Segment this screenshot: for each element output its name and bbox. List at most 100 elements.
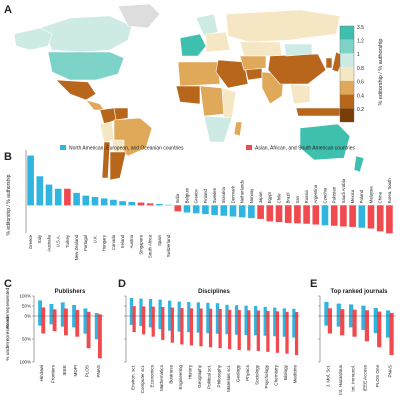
bar-under bbox=[327, 316, 332, 334]
bar-under bbox=[180, 316, 184, 345]
category-label: Physics bbox=[245, 364, 250, 381]
tick-label-b: Australia bbox=[46, 234, 51, 251]
bar-under-blue bbox=[282, 316, 286, 337]
tick-label-b: Malaysia bbox=[368, 186, 373, 204]
map-region-eastern-europe bbox=[205, 31, 231, 53]
bar-b-10 bbox=[119, 201, 126, 206]
panel-label-c: C bbox=[4, 278, 12, 290]
bar-over bbox=[263, 306, 267, 316]
bar-under-blue bbox=[273, 316, 277, 337]
colorbar-segment bbox=[340, 26, 354, 40]
map-region-venezuela bbox=[113, 107, 129, 121]
ylabel-under: % underrepresented bbox=[5, 317, 11, 361]
bar-over-red bbox=[151, 306, 155, 316]
bar-over-red bbox=[266, 310, 270, 316]
bar-under bbox=[41, 316, 46, 334]
bar-b-0 bbox=[27, 155, 34, 206]
bar-over-red bbox=[208, 308, 213, 316]
tick-label-b: Ireland bbox=[120, 234, 125, 248]
bar-under-blue bbox=[349, 316, 354, 328]
category-label: Frontiers bbox=[51, 364, 56, 383]
bar-b-16 bbox=[174, 205, 182, 212]
category-label: Materials sci. bbox=[226, 365, 231, 392]
tick-label-b: Russia bbox=[304, 190, 309, 204]
bar-under-blue bbox=[234, 316, 239, 335]
bar-b-33 bbox=[330, 205, 338, 226]
category-label: MDPI bbox=[73, 365, 78, 376]
bar-b-12 bbox=[137, 202, 145, 206]
colorbar-tick-label: 0.8 bbox=[357, 66, 364, 72]
bar-under-blue bbox=[139, 316, 143, 327]
bar-under bbox=[161, 316, 165, 340]
bar-over-red bbox=[352, 309, 357, 316]
bar-b-20 bbox=[211, 205, 218, 215]
bar-b-9 bbox=[110, 199, 117, 206]
category-label: Business bbox=[169, 364, 174, 383]
bar-b-7 bbox=[91, 197, 99, 206]
category-label: Mathematics bbox=[159, 364, 164, 391]
bar-b-25 bbox=[257, 205, 264, 219]
category-label: Political sci. bbox=[207, 365, 212, 389]
tick-label-b: Spain bbox=[157, 234, 162, 246]
map-region-southeast-asia bbox=[289, 83, 311, 105]
category-label: Computer sci. bbox=[140, 365, 145, 393]
bar-under bbox=[294, 316, 299, 356]
colorbar-tick-label: 1 bbox=[357, 52, 360, 58]
bar-over-red bbox=[161, 306, 165, 316]
bar-under-blue bbox=[263, 316, 267, 336]
chart-title: Top ranked journals bbox=[331, 289, 389, 295]
bar-over-red bbox=[247, 310, 251, 316]
bar-b-24 bbox=[248, 205, 255, 219]
map-colorbar: 3.5 1.2 1 0.8 0.6 0.4 0.2 bbox=[339, 25, 364, 123]
bar-over bbox=[72, 305, 77, 316]
tick-label-b: Slovakia bbox=[221, 186, 226, 203]
panel-label-b: B bbox=[4, 151, 12, 163]
tick-label-b: U.S.A. bbox=[56, 235, 61, 247]
bar-over bbox=[292, 308, 296, 316]
chart-title: Publishers bbox=[55, 289, 86, 295]
bar-under bbox=[364, 316, 369, 342]
bar-b-3 bbox=[54, 188, 62, 206]
category-label: Environ. sci. bbox=[130, 365, 135, 390]
bar-under bbox=[52, 316, 57, 332]
bar-b-30 bbox=[303, 205, 310, 224]
bar-b-19 bbox=[202, 205, 209, 215]
map-region-indonesia bbox=[295, 107, 341, 117]
bar-over-red bbox=[364, 310, 369, 316]
map-region-middle-east bbox=[215, 59, 249, 89]
tick-label-b: Hungary bbox=[102, 234, 107, 251]
bar-b-14 bbox=[156, 203, 163, 206]
bar-under-blue bbox=[386, 316, 391, 338]
tick-label-b: Sweden bbox=[212, 187, 217, 203]
publishers-chart: Publishers 100% 50% 0% 50% 100% % overrepresen… bbox=[5, 287, 104, 383]
bar-under bbox=[142, 316, 146, 335]
map-region-mexico bbox=[55, 79, 97, 101]
bar-over bbox=[215, 303, 220, 316]
tick-label-b: Japan bbox=[258, 191, 263, 203]
bar-b-2 bbox=[45, 184, 53, 206]
bar-over bbox=[60, 302, 65, 316]
bar-under-blue bbox=[292, 316, 296, 338]
bar-over bbox=[244, 305, 248, 316]
bar-under-blue bbox=[94, 316, 99, 340]
bar-under-blue bbox=[196, 316, 200, 333]
bar-over-red bbox=[256, 310, 260, 316]
tick-label-b: China bbox=[378, 191, 383, 203]
bar-under bbox=[63, 316, 68, 336]
tick-label-b: Argentina bbox=[313, 184, 318, 203]
bar-under-blue bbox=[254, 316, 258, 336]
bar-under bbox=[218, 316, 222, 349]
category-label: Biology bbox=[283, 364, 288, 380]
bar-over-red bbox=[294, 312, 299, 316]
bar-under-blue bbox=[361, 316, 366, 330]
legend-label: Asian, African, and South American count… bbox=[255, 146, 356, 152]
y-tick-label: 50% bbox=[22, 304, 31, 309]
y-tick-label: 50% bbox=[22, 337, 31, 342]
bar-under bbox=[247, 316, 251, 351]
map-region-madagascar bbox=[233, 121, 243, 137]
bar-under bbox=[75, 316, 80, 337]
category-label: History bbox=[188, 364, 193, 379]
y-tick-label: 100% bbox=[19, 294, 31, 299]
bar-over bbox=[273, 307, 277, 316]
bar-b-15 bbox=[165, 204, 172, 206]
